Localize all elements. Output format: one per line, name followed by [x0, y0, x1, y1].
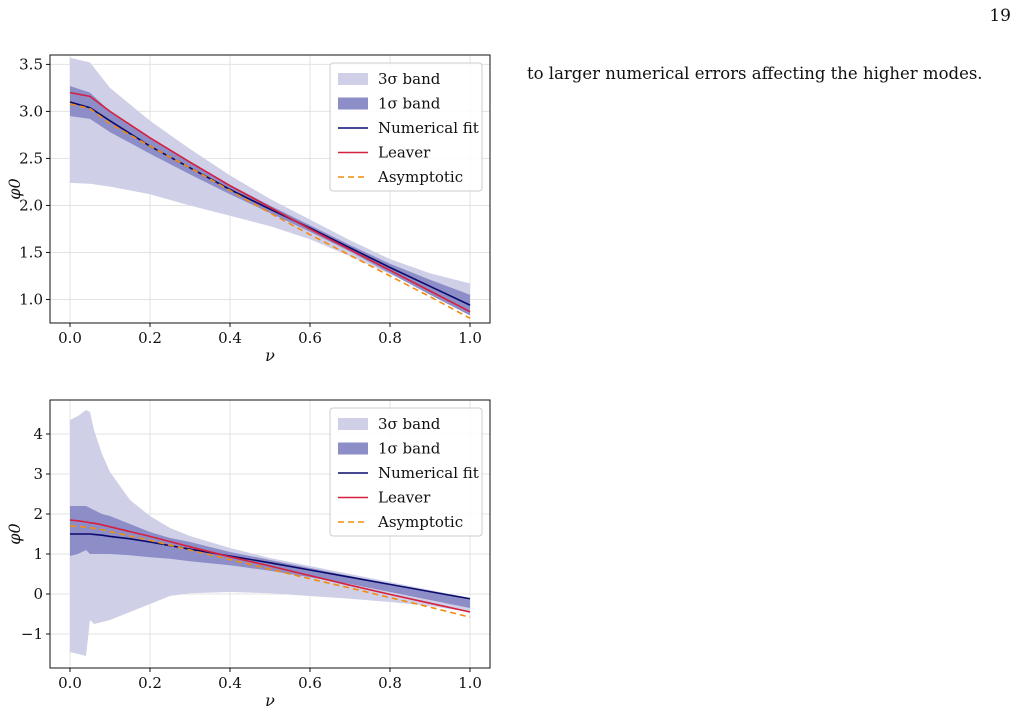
y-tick-label: 3.0	[19, 102, 43, 120]
legend-label: Leaver	[378, 489, 431, 507]
y-tick-label: 3.5	[19, 55, 43, 73]
y-tick-label: 3	[33, 465, 43, 483]
band-3sigma	[70, 410, 470, 656]
series-numerical-fit	[69, 101, 471, 306]
series-numerical-fit	[70, 533, 471, 600]
series-asymptotic	[69, 525, 471, 618]
legend-label: Asymptotic	[377, 168, 463, 186]
legend-swatch-1sigma	[338, 442, 368, 455]
legend-label: 1σ band	[378, 95, 441, 113]
y-tick-label: 2	[33, 505, 43, 523]
legend-label: Numerical fit	[378, 464, 479, 482]
series-leaver	[69, 519, 471, 613]
y-tick-label: 0	[33, 585, 43, 603]
figure-top-phi0-vs-nu: 0.0 0.2 0.4 0.6 0.8 1.0 1.0 1.5 2.0 2.5 3.0 3.5 ν φ0 3…	[5, 54, 491, 365]
legend-swatch-1sigma	[338, 97, 368, 110]
x-tick-label: 0.0	[58, 674, 82, 692]
x-tick-label: 0.4	[218, 674, 242, 692]
y-axis-label: φ0	[5, 523, 24, 544]
legend-label: 1σ band	[378, 440, 441, 458]
x-tick-label: 0.4	[218, 329, 242, 347]
legend-label: Numerical fit	[378, 119, 479, 137]
x-tick-label: 0.2	[138, 329, 162, 347]
x-tick-label: 1.0	[458, 674, 482, 692]
y-tick-label: 1.5	[19, 243, 43, 261]
legend-swatch-3sigma	[338, 418, 368, 430]
x-tick-label: 0.8	[378, 329, 402, 347]
x-tick-label: 1.0	[458, 329, 482, 347]
plot-frame	[49, 54, 491, 324]
y-tick-label: 1	[33, 545, 43, 563]
y-tick-label: 4	[33, 425, 43, 443]
y-tick-label: −1	[21, 625, 43, 643]
series-leaver	[69, 91, 471, 313]
x-axis-label: ν	[265, 346, 275, 365]
body-text: to larger numerical errors affecting the…	[527, 64, 983, 83]
legend-label: 3σ band	[378, 415, 441, 433]
x-tick-label: 0.2	[138, 674, 162, 692]
y-tick-label: 2.5	[19, 149, 43, 167]
plot-frame	[49, 399, 491, 669]
x-tick-label: 0.8	[378, 674, 402, 692]
legend-label: Asymptotic	[377, 513, 463, 531]
x-tick-label: 0.0	[58, 329, 82, 347]
x-tick-label: 0.6	[298, 674, 322, 692]
x-tick-label: 0.6	[298, 329, 322, 347]
x-axis-label: ν	[265, 691, 275, 710]
legend-swatch-3sigma	[338, 73, 368, 85]
legend-box	[329, 407, 483, 537]
series-asymptotic	[69, 103, 471, 320]
legend-box	[329, 62, 483, 192]
y-axis-label: φ0	[5, 178, 24, 199]
y-tick-label: 1.0	[19, 290, 43, 308]
figure-bottom-phi0-vs-nu: 0.0 0.2 0.4 0.6 0.8 1.0 −1 0 1 2 3 4 ν φ0 3σ band 1σ ba…	[5, 399, 491, 710]
page-number: 19	[989, 6, 1011, 26]
legend-label: Leaver	[378, 144, 431, 162]
legend-label: 3σ band	[378, 70, 441, 88]
y-tick-label: 2.0	[19, 196, 43, 214]
band-1sigma	[70, 506, 470, 608]
